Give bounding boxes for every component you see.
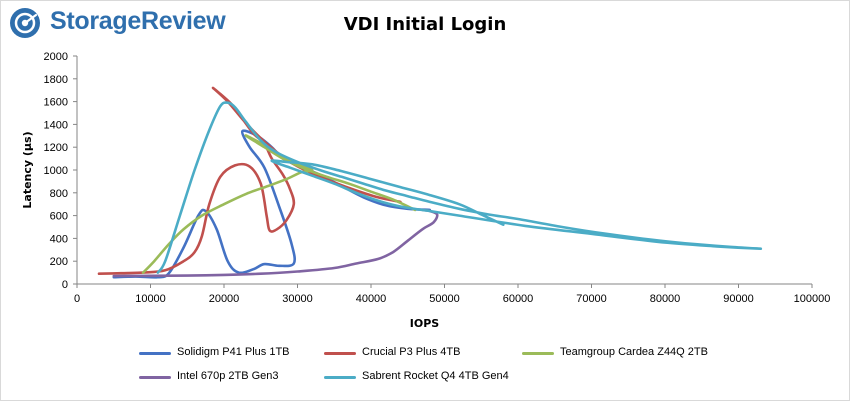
x-tick-label: 60000 <box>503 293 534 305</box>
y-tick-label: 600 <box>50 211 68 223</box>
x-tick-label: 10000 <box>135 293 166 305</box>
y-tick-label: 1600 <box>44 97 68 109</box>
series-line-3 <box>112 208 439 278</box>
y-tick-label: 1200 <box>44 142 68 154</box>
chart-title: VDI Initial Login <box>343 14 507 35</box>
x-tick-label: 40000 <box>356 293 387 305</box>
x-tick-label: 30000 <box>282 293 313 305</box>
x-tick-label: 80000 <box>650 293 681 305</box>
x-tick-label: 50000 <box>429 293 460 305</box>
y-tick-label: 1800 <box>44 74 68 86</box>
x-tick-label: 90000 <box>723 293 754 305</box>
y-tick-label: 1000 <box>44 165 68 177</box>
series-line-4 <box>156 101 762 274</box>
x-tick-label: 70000 <box>576 293 607 305</box>
storagereview-logo: StorageReview <box>8 6 238 40</box>
y-tick-label: 0 <box>62 279 68 291</box>
storagereview-logo-icon <box>10 8 40 38</box>
y-tick-label: 200 <box>50 256 68 268</box>
y-tick-label: 400 <box>50 233 68 245</box>
x-axis-label: IOPS <box>410 317 440 330</box>
y-tick-label: 2000 <box>44 51 68 63</box>
x-tick-label: 20000 <box>209 293 240 305</box>
y-axis-label: Latency (µs) <box>21 131 34 208</box>
y-tick-label: 1400 <box>44 119 68 131</box>
y-tick-label: 800 <box>50 188 68 200</box>
x-tick-label: 100000 <box>794 293 831 305</box>
logo-text: StorageReview <box>50 7 226 35</box>
x-tick-label: 0 <box>74 293 80 305</box>
